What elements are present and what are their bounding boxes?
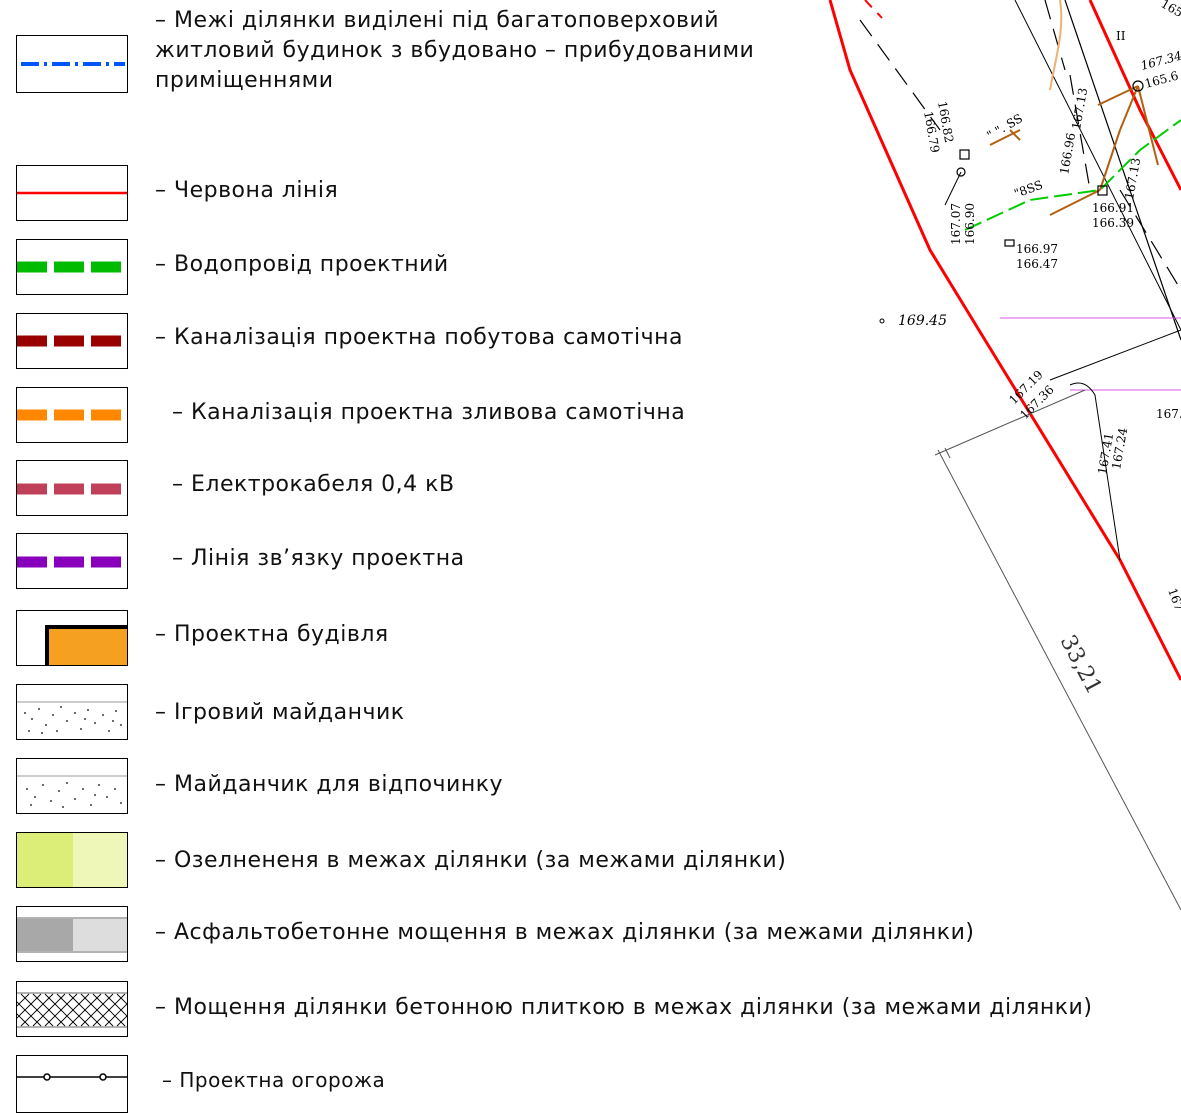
fence-swatch xyxy=(16,1055,128,1113)
svg-text:166.91: 166.91 xyxy=(1092,201,1134,215)
greenery-outside xyxy=(73,833,128,888)
legend-label-greenery: – Озелнененя в межах ділянки (за межами … xyxy=(155,848,786,873)
svg-text:165.6: 165.6 xyxy=(1143,68,1180,90)
svg-text:166.90: 166.90 xyxy=(963,203,977,245)
svg-text:165: 165 xyxy=(1159,0,1181,20)
dimension-line xyxy=(935,390,1181,910)
rest-area-dots xyxy=(17,759,128,814)
legend-label-playground: – Ігровий майданчик xyxy=(155,700,405,725)
svg-text:166.39: 166.39 xyxy=(1092,216,1134,230)
svg-text:167.07: 167.07 xyxy=(949,203,963,245)
asphalt-inside xyxy=(17,919,73,951)
greenery-inside xyxy=(17,833,73,888)
asphalt-swatch xyxy=(16,906,128,962)
legend-label-building: – Проектна будівля xyxy=(155,622,389,647)
sewage-swatch xyxy=(16,313,128,369)
boundary-swatch xyxy=(16,35,128,93)
svg-text:166.96: 166.96 xyxy=(1057,132,1078,176)
tiles-swatch xyxy=(16,981,128,1037)
playground-dots xyxy=(17,685,128,740)
legend-label-tiles: – Мощення ділянки бетонною плиткою в меж… xyxy=(155,995,1092,1020)
spot-elevation: 169.45 xyxy=(898,313,947,329)
legend-label-boundary: – Межі ділянки виділені під багатоповерх… xyxy=(155,6,795,96)
site-plan: 33,21 169.45 166.82 166.79 167.07 166.90… xyxy=(820,0,1181,930)
greenery-swatch xyxy=(16,832,128,888)
svg-text:167.13: 167.13 xyxy=(1069,87,1090,131)
legend-label-sewage: – Каналізація проектна побутова самотічн… xyxy=(155,325,683,350)
storm-swatch xyxy=(16,387,128,443)
legend-label-fence: – Проектна огорожа xyxy=(162,1068,385,1092)
building-swatch xyxy=(16,610,128,666)
rest-area-swatch xyxy=(16,758,128,814)
svg-text:166.47: 166.47 xyxy=(1016,257,1058,271)
tiles-crosshatch xyxy=(17,982,128,1037)
svg-text:167: 167 xyxy=(1165,586,1181,612)
svg-text:II: II xyxy=(1116,29,1126,43)
building-shape xyxy=(47,627,128,666)
svg-text:"8SS: "8SS xyxy=(1012,178,1044,201)
asphalt-outside xyxy=(73,919,128,951)
svg-text:167.: 167. xyxy=(1156,407,1181,421)
legend-label-water: – Водопровід проектний xyxy=(155,252,449,277)
legend-label-rest-area: – Майданчик для відпочинку xyxy=(155,772,503,797)
red-line-swatch xyxy=(16,165,128,221)
comm-swatch xyxy=(16,533,128,589)
playground-swatch xyxy=(16,684,128,740)
legend-label-comm: – Лінія зв’язку проектна xyxy=(172,546,465,571)
dimension-text: 33,21 xyxy=(1055,631,1107,698)
svg-text:166.97: 166.97 xyxy=(1016,242,1058,256)
legend-label-electric: – Електрокабеля 0,4 кВ xyxy=(172,472,455,497)
legend-label-red-line: – Червона лінія xyxy=(155,178,338,203)
red-dash xyxy=(865,0,882,18)
water-swatch xyxy=(16,239,128,295)
electric-swatch xyxy=(16,460,128,516)
legend-label-storm: – Каналізація проектна зливова самотічна xyxy=(172,400,685,425)
